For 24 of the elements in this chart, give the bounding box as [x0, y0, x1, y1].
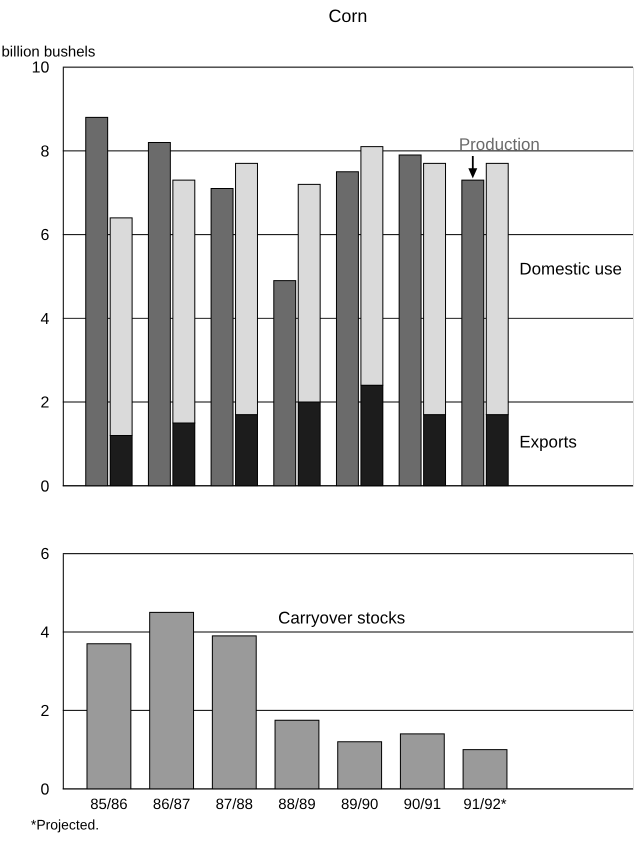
- x-tick-label: 91/92*: [463, 796, 507, 813]
- x-tick-label: 86/87: [152, 796, 190, 813]
- series-label: Carryover stocks: [278, 608, 406, 628]
- y-tick-label: 0: [40, 478, 50, 496]
- y-tick-label: 2: [40, 394, 50, 412]
- x-tick-label: 85/86: [90, 796, 128, 813]
- x-tick-label: 89/90: [340, 796, 378, 813]
- chart-title: Corn: [328, 6, 368, 26]
- series-label: Exports: [519, 432, 577, 452]
- x-tick-label: 90/91: [404, 796, 442, 813]
- y-tick-label: 4: [40, 310, 50, 328]
- series-label: Production: [458, 135, 540, 154]
- x-tick-label: 87/88: [216, 796, 253, 813]
- y-axis-title: billion bushels: [1, 44, 96, 61]
- y-tick-label: 10: [32, 60, 50, 77]
- y-tick-label: 2: [40, 702, 50, 720]
- y-tick-label: 6: [40, 227, 50, 244]
- x-tick-label: 88/89: [278, 796, 316, 813]
- y-tick-label: 4: [40, 624, 50, 642]
- text: *Projected.: [30, 816, 100, 833]
- y-tick-label: 8: [40, 143, 50, 160]
- series-label: Domestic use: [519, 260, 622, 279]
- y-tick-label: 6: [40, 546, 50, 564]
- y-tick-label: 0: [40, 781, 50, 798]
